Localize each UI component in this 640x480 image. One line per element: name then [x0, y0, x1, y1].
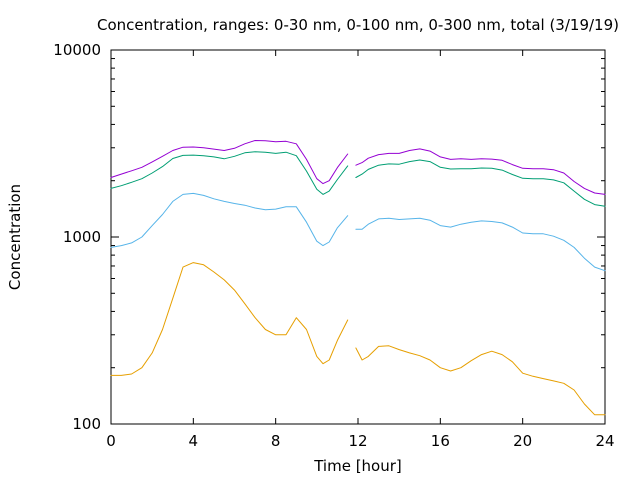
y-tick-label: 1000	[63, 228, 101, 246]
x-axis-label: Time [hour]	[313, 457, 402, 475]
y-tick-label: 10000	[53, 41, 101, 59]
x-tick-label: 0	[106, 432, 116, 450]
series-line-1	[110, 140, 606, 195]
x-tick-label: 8	[271, 432, 281, 450]
series-line-2	[110, 151, 606, 207]
tick-labels: 0 4 8 12 16 20 24 100 1000 10000	[53, 41, 614, 450]
axis-ticks	[110, 49, 606, 425]
x-tick-label: 20	[513, 432, 532, 450]
plot-frame	[110, 49, 606, 425]
series-line-3	[110, 192, 606, 272]
x-tick-label: 24	[595, 432, 614, 450]
x-tick-label: 12	[348, 432, 367, 450]
series-group	[110, 140, 606, 416]
y-tick-label: 100	[72, 415, 101, 433]
series-line-4	[110, 262, 606, 416]
x-tick-label: 16	[431, 432, 450, 450]
chart-title: Concentration, ranges: 0-30 nm, 0-100 nm…	[97, 16, 619, 34]
y-axis-label: Concentration	[6, 184, 24, 290]
x-tick-label: 4	[189, 432, 199, 450]
